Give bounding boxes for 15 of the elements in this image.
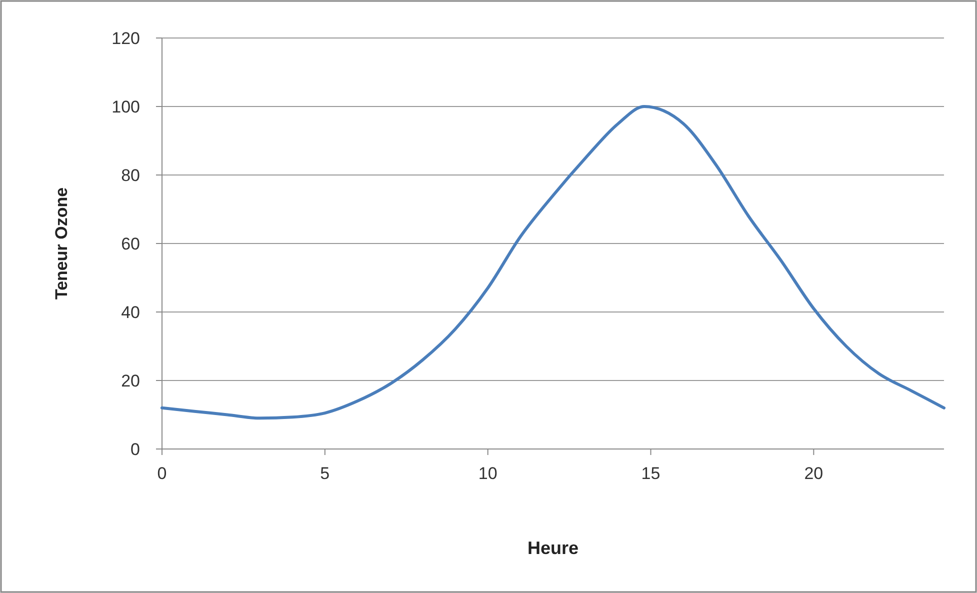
x-tick-label: 5 xyxy=(320,464,330,483)
y-tick-label: 100 xyxy=(112,98,140,116)
y-tick-label: 60 xyxy=(121,234,140,254)
y-tick-label: 40 xyxy=(121,303,140,322)
y-tick-label: 120 xyxy=(112,29,140,48)
x-tick-label: 0 xyxy=(157,464,167,483)
y-tick-label: 80 xyxy=(121,166,140,185)
x-tick-label: 10 xyxy=(478,464,498,483)
y-tick-label: 0 xyxy=(130,440,140,459)
x-axis-title: Heure xyxy=(527,538,579,558)
y-tick-label: 20 xyxy=(121,372,140,390)
x-tick-label: 15 xyxy=(641,464,660,483)
y-axis-title: Teneur Ozone xyxy=(52,187,71,300)
x-tick-label: 20 xyxy=(804,464,824,483)
line-series xyxy=(160,105,946,420)
